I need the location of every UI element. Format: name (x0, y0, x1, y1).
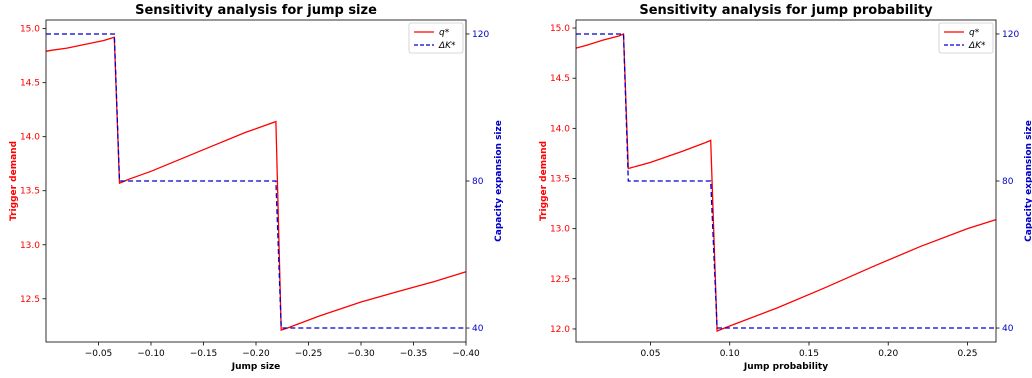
y-right-tick-label: 80 (472, 177, 484, 187)
legend-label-dk: ΔK* (438, 41, 456, 51)
plot-frame (45, 19, 467, 343)
x-axis-label: Jump probability (743, 362, 828, 372)
y-left-tick-label: 15.0 (550, 24, 570, 34)
y-left-tick-label: 14.5 (20, 79, 40, 89)
y-left-tick-label: 13.5 (550, 174, 570, 184)
y-left-tick-label: 12.5 (550, 275, 570, 285)
x-tick-label: 0.05 (640, 349, 660, 359)
x-tick-label: −0.05 (85, 349, 113, 359)
y-left-axis-label: Trigger demand (9, 141, 19, 221)
y-right-tick-label: 80 (1002, 177, 1014, 187)
x-tick-label: 0.15 (799, 349, 819, 359)
y-right-tick-label: 120 (1002, 30, 1019, 40)
series-line-q (575, 33, 997, 332)
y-left-tick-label: 15.0 (20, 25, 40, 35)
legend-label-q: q* (969, 28, 980, 38)
x-tick-label: −0.25 (295, 349, 323, 359)
legend-label-q: q* (439, 28, 450, 38)
y-left-tick-label: 13.0 (20, 241, 40, 251)
y-right-axis-label: Capacity expansion size (1024, 120, 1032, 242)
x-tick-label: 0.20 (878, 349, 898, 359)
series-line-dk (576, 33, 996, 329)
series-line-dk (46, 33, 466, 329)
x-tick-label: −0.15 (190, 349, 218, 359)
plot-frame (575, 19, 997, 343)
y-right-axis-label: Capacity expansion size (494, 120, 504, 242)
chart-panel-2: 0.05 0.10 0.15 0.20 0.25 12.0 12.5 13.0 13.5 14.0… (539, 3, 1032, 372)
y-left-tick-label: 14.0 (20, 133, 40, 143)
x-tick-label: −0.20 (242, 349, 270, 359)
x-tick-label: −0.35 (400, 349, 428, 359)
y-left-tick-label: 14.0 (550, 124, 570, 134)
y-left-axis-label: Trigger demand (539, 141, 549, 221)
series-line-q (45, 36, 467, 331)
chart-panel-1: −0.05 −0.10 −0.15 −0.20 −0.25 −0.30 −0.35 −0.40… (9, 3, 504, 372)
y-right-tick-label: 40 (472, 324, 484, 334)
x-tick-label: 0.10 (720, 349, 740, 359)
y-left-tick-label: 14.5 (550, 74, 570, 84)
x-tick-label: 0.25 (957, 349, 977, 359)
chart-title: Sensitivity analysis for jump size (135, 3, 377, 18)
y-left-tick-label: 12.0 (550, 325, 570, 335)
y-left-tick-label: 13.0 (550, 225, 570, 235)
y-right-tick-label: 120 (472, 30, 489, 40)
x-tick-label: −0.40 (452, 349, 480, 359)
x-tick-label: −0.30 (347, 349, 375, 359)
legend-label-dk: ΔK* (968, 41, 986, 51)
chart-title: Sensitivity analysis for jump probabilit… (639, 3, 933, 18)
x-tick-label: −0.10 (137, 349, 165, 359)
y-left-tick-label: 12.5 (20, 295, 40, 305)
y-left-tick-label: 13.5 (20, 187, 40, 197)
x-axis-label: Jump size (231, 362, 281, 372)
y-right-tick-label: 40 (1002, 324, 1014, 334)
